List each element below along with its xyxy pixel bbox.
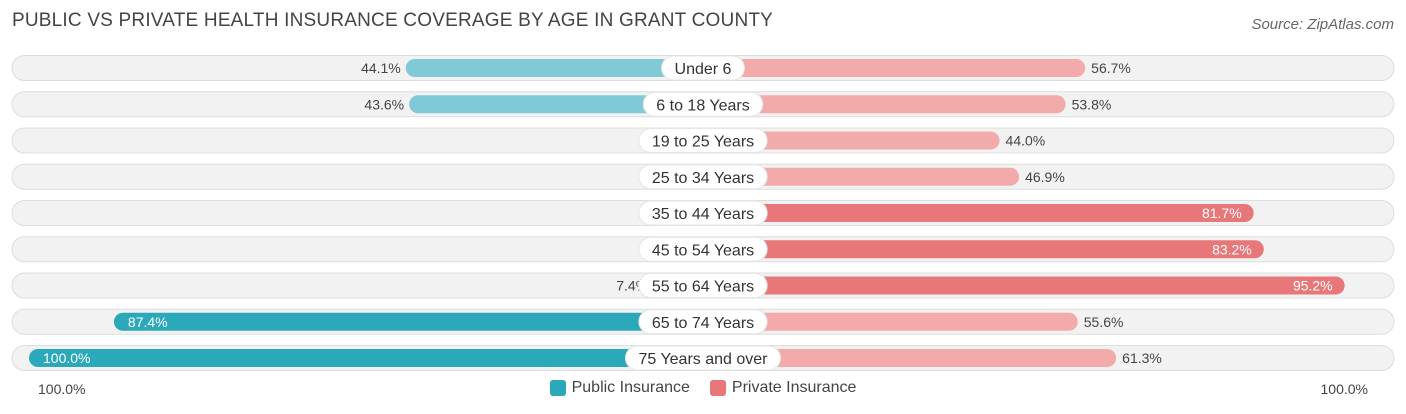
category-pill xyxy=(638,164,768,190)
category-pill xyxy=(638,128,768,153)
category-label: Under 6 xyxy=(675,61,732,78)
legend: Public Insurance Private Insurance xyxy=(0,379,1406,397)
legend-swatch-private xyxy=(709,380,726,396)
private-bar xyxy=(703,276,1345,295)
category-label: 35 to 44 Years xyxy=(652,206,754,223)
private-bar xyxy=(703,312,1078,331)
legend-item-public: Public Insurance xyxy=(549,379,690,397)
public-value-label: 43.6% xyxy=(364,96,404,112)
chart-canvas: 44.1% 56.7% Under 6 43.6% 53.8% 6 to 18 Years… xyxy=(11,55,1395,371)
category-label: 75 Years and over xyxy=(639,351,769,368)
private-bar xyxy=(703,167,1020,186)
category-label: 25 to 34 Years xyxy=(652,170,754,187)
private-bar xyxy=(703,240,1264,259)
public-value-label: 100.0% xyxy=(43,350,90,366)
legend-item-private: Private Insurance xyxy=(709,379,857,397)
category-pill xyxy=(638,236,768,262)
category-label: 6 to 18 Years xyxy=(656,97,749,114)
private-value-label: 83.2% xyxy=(1212,241,1252,257)
private-value-label: 55.6% xyxy=(1084,314,1124,330)
private-value-label: 81.7% xyxy=(1202,205,1242,221)
source-note: Source: ZipAtlas.com xyxy=(1251,16,1394,33)
legend-swatch-public xyxy=(549,380,566,396)
category-pill xyxy=(638,200,768,226)
category-label: 65 to 74 Years xyxy=(652,315,754,332)
public-bar xyxy=(113,312,703,331)
category-pill xyxy=(661,55,745,81)
public-value-label: 87.4% xyxy=(128,314,168,330)
private-value-label: 44.0% xyxy=(1006,133,1046,149)
category-label: 45 to 54 Years xyxy=(652,242,754,259)
private-bar xyxy=(703,204,1254,222)
axis-right-label: 100.0% xyxy=(1320,381,1368,397)
private-value-label: 61.3% xyxy=(1122,350,1162,366)
chart-title: PUBLIC VS PRIVATE HEALTH INSURANCE COVER… xyxy=(12,10,774,31)
category-pill xyxy=(638,273,768,298)
category-pill xyxy=(625,345,781,371)
private-value-label: 56.7% xyxy=(1091,60,1131,76)
legend-label-public: Public Insurance xyxy=(571,379,690,396)
private-bar xyxy=(703,349,1117,367)
private-bar xyxy=(703,59,1086,77)
private-value-label: 53.8% xyxy=(1072,96,1112,112)
legend-label-private: Private Insurance xyxy=(731,379,857,396)
category-label: 19 to 25 Years xyxy=(652,134,754,151)
private-bar xyxy=(703,95,1066,114)
category-pill xyxy=(638,309,768,335)
axis-left-label: 100.0% xyxy=(38,381,86,397)
public-bar xyxy=(409,95,703,114)
private-value-label: 95.2% xyxy=(1293,278,1333,294)
private-bar xyxy=(703,131,1000,150)
category-label: 55 to 64 Years xyxy=(652,279,754,296)
public-bar xyxy=(405,59,703,77)
public-value-label: 44.1% xyxy=(361,60,401,76)
private-value-label: 46.9% xyxy=(1025,169,1065,185)
public-bar xyxy=(29,349,703,367)
category-pill xyxy=(642,91,764,117)
